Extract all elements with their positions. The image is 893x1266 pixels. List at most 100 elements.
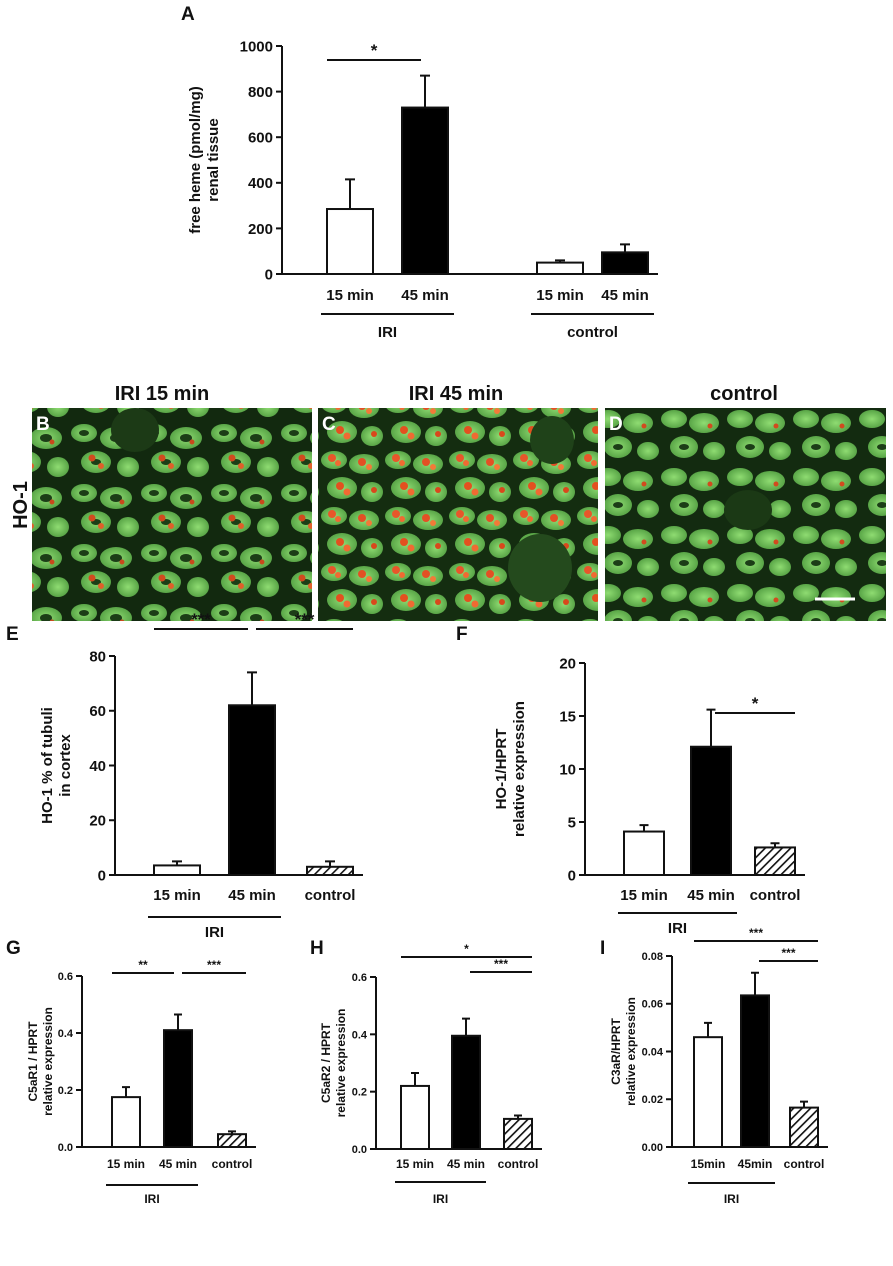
bar — [326, 208, 374, 276]
error-bar — [639, 824, 649, 832]
panel-letter-i: I — [600, 938, 605, 959]
panel-letter-f: F — [456, 624, 468, 645]
micrograph-letter-d: D — [609, 414, 623, 435]
error-bar — [514, 1114, 522, 1119]
error-bar — [122, 1086, 130, 1098]
y-tick-label: 5 — [568, 814, 576, 831]
y-tick-label: 0.2 — [352, 1087, 367, 1099]
y-axis-title: HO-1/HPRT — [493, 729, 510, 810]
y-tick-label: 0.06 — [642, 999, 663, 1011]
panel-letter-g: G — [6, 938, 21, 959]
bar — [153, 864, 201, 877]
y-tick-label: 0.02 — [642, 1094, 663, 1106]
micrograph-title-c: IRI 45 min — [409, 383, 503, 405]
y-axis-title: renal tissue — [205, 118, 222, 201]
y-tick-label: 40 — [89, 758, 106, 775]
bar — [306, 865, 354, 876]
significance-label: *** — [781, 946, 795, 960]
micrograph-title-b: IRI 15 min — [115, 383, 209, 405]
bar — [503, 1117, 533, 1151]
chart-g: 0.0 0.2 0.4 0.6 C5aR1 / HPRT relative express… — [26, 958, 256, 1206]
group-label: IRI — [433, 1192, 448, 1206]
chart-e: 0 20 40 60 80 HO-1 % of tubuli in cortex 15 min… — [39, 610, 363, 941]
error-bar — [345, 178, 355, 210]
micrograph-row-label: HO-1 — [10, 481, 32, 529]
bar — [111, 1096, 141, 1148]
significance-label: * — [752, 694, 759, 713]
group-label: IRI — [205, 924, 224, 941]
panel-letter-e: E — [6, 624, 19, 645]
glomerulus — [508, 534, 572, 602]
significance-label: *** — [207, 958, 221, 972]
error-bar — [620, 243, 630, 253]
y-tick-label: 20 — [89, 813, 106, 830]
y-tick-label: 0.0 — [58, 1142, 73, 1154]
y-tick-label: 10 — [559, 761, 576, 778]
group-label: control — [567, 324, 618, 341]
micrograph-letter-b: B — [36, 414, 50, 435]
y-tick-label: 0.4 — [352, 1029, 368, 1041]
chart-f: 0 5 10 15 20 HO-1/HPRT relative expression 15 m… — [493, 655, 805, 937]
significance-label: *** — [295, 610, 315, 629]
bar — [451, 1034, 481, 1151]
y-tick-label: 0.00 — [642, 1142, 663, 1154]
y-tick-label: 0.6 — [58, 971, 73, 983]
error-bar — [172, 860, 182, 866]
x-tick-label: control — [212, 1157, 253, 1171]
y-axis-title: C5aR1 / HPRT — [26, 1021, 40, 1102]
error-bar — [462, 1017, 470, 1036]
x-tick-label: 45 min — [159, 1157, 197, 1171]
significance-label: *** — [191, 610, 211, 629]
error-bar — [706, 708, 716, 747]
y-axis-title: C5aR2 / HPRT — [319, 1022, 333, 1103]
x-tick-label: 45 min — [601, 287, 649, 304]
error-bar — [325, 860, 335, 867]
bar — [217, 1133, 247, 1149]
micrograph-irl-15 — [32, 408, 312, 621]
panel-letter-h: H — [310, 938, 324, 959]
error-bar — [174, 1013, 182, 1031]
x-tick-label: 15 min — [620, 887, 668, 904]
x-tick-label: 15 min — [396, 1157, 434, 1171]
group-label: IRI — [724, 1192, 739, 1206]
group-label: IRI — [144, 1192, 159, 1206]
y-tick-label: 80 — [89, 648, 106, 665]
error-bar — [770, 842, 780, 848]
significance-label: * — [464, 942, 469, 956]
y-tick-label: 0.04 — [642, 1046, 664, 1058]
x-tick-label: 15 min — [326, 287, 374, 304]
error-bar — [555, 259, 565, 263]
y-tick-label: 0.2 — [58, 1085, 73, 1097]
bar — [789, 1106, 819, 1148]
x-tick-label: 15 min — [107, 1157, 145, 1171]
y-axis-title: C3aR/HPRT — [609, 1017, 623, 1084]
x-tick-label: 15 min — [153, 887, 201, 904]
y-tick-label: 20 — [559, 655, 576, 672]
x-tick-label: 15min — [691, 1157, 726, 1171]
bar — [623, 830, 665, 876]
y-tick-label: 0.4 — [58, 1028, 74, 1040]
x-tick-label: 15 min — [536, 287, 584, 304]
bar — [754, 846, 796, 877]
bar — [163, 1029, 193, 1149]
micrograph-title-d: control — [710, 383, 778, 405]
bar — [401, 106, 449, 275]
bar — [693, 1036, 723, 1149]
y-tick-label: 60 — [89, 703, 106, 720]
bar — [601, 251, 649, 275]
x-tick-label: 45min — [738, 1157, 773, 1171]
y-axis-title: in cortex — [57, 734, 74, 797]
chart-i: 0.00 0.02 0.04 0.06 0.08 C3aR/HPRT relative ex… — [609, 926, 828, 1206]
y-axis-title: relative expression — [624, 997, 638, 1106]
micrograph-row: HO-1 IRI 15 min IRI 45 min control B C D — [10, 383, 886, 621]
y-axis-title: relative expression — [511, 701, 528, 837]
chart-h: 0.0 0.2 0.4 0.6 C5aR2 / HPRT relative express… — [319, 942, 542, 1206]
error-bar — [228, 1130, 236, 1135]
x-tick-label: 45 min — [687, 887, 735, 904]
chart-a: 0 200 400 600 800 1000 free heme (pmol/mg) rena… — [187, 38, 658, 341]
bar — [536, 261, 584, 276]
glomerulus — [111, 408, 159, 452]
error-bar — [751, 971, 759, 996]
